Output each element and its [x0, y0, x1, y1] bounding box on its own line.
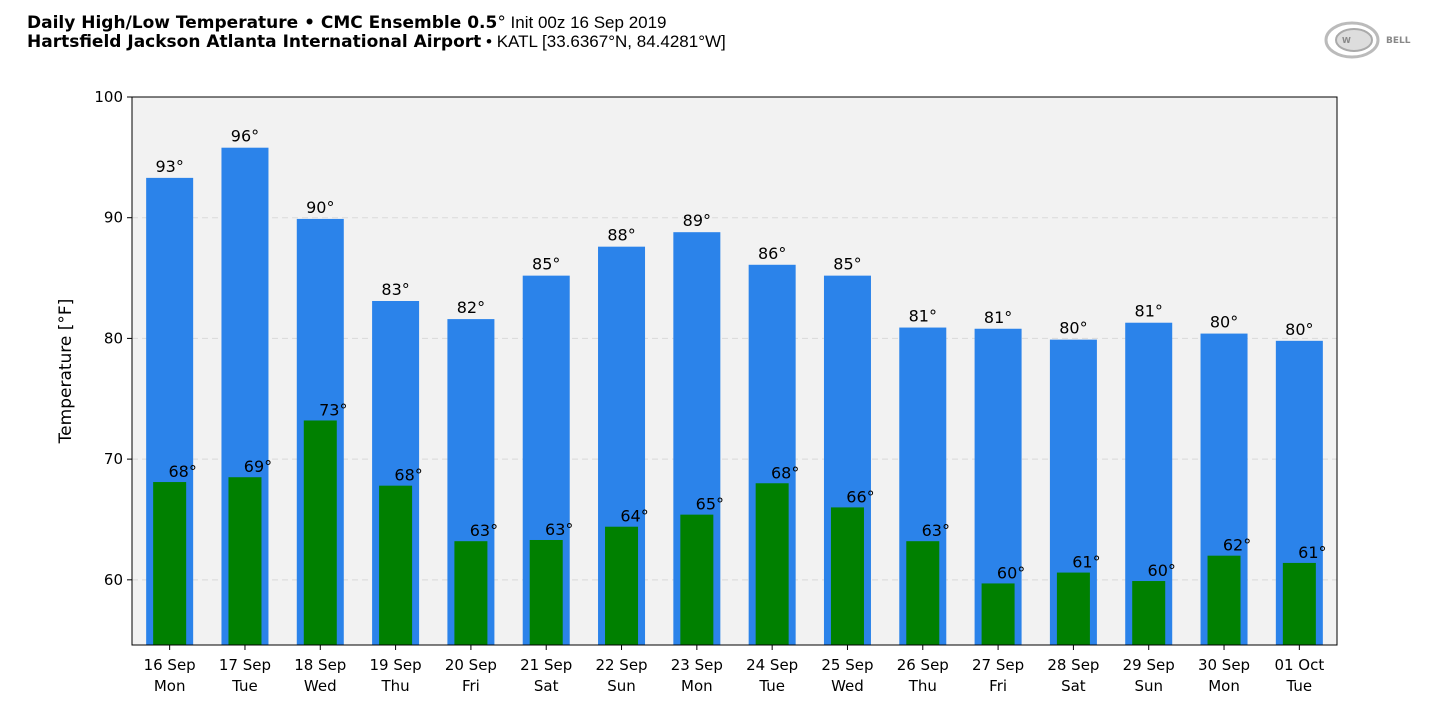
x-tick-date: 24 Sep: [746, 656, 798, 674]
chart-subtitle: Hartsfield Jackson Atlanta International…: [27, 32, 726, 52]
x-tick-day: Sun: [607, 677, 636, 695]
high-label: 80°: [1059, 319, 1087, 338]
low-label: 62°: [1223, 536, 1251, 555]
high-label: 89°: [683, 211, 711, 230]
low-bar: [153, 482, 187, 645]
x-tick-date: 20 Sep: [445, 656, 497, 674]
x-tick-date: 18 Sep: [294, 656, 346, 674]
x-tick-day: Tue: [231, 677, 258, 695]
high-label: 80°: [1210, 313, 1238, 332]
high-label: 81°: [909, 307, 937, 326]
low-bar: [680, 514, 714, 645]
high-label: 83°: [381, 280, 409, 299]
low-label: 69°: [244, 457, 272, 476]
y-tick-label: 60: [104, 571, 123, 589]
low-label: 64°: [620, 507, 648, 526]
x-tick-date: 27 Sep: [972, 656, 1024, 674]
x-tick-date: 01 Oct: [1274, 656, 1324, 674]
low-bar: [906, 541, 940, 645]
x-tick-day: Tue: [1286, 677, 1313, 695]
chart-title: Daily High/Low Temperature • CMC Ensembl…: [27, 13, 667, 33]
low-bar: [755, 483, 789, 645]
x-tick-date: 30 Sep: [1198, 656, 1250, 674]
low-label: 66°: [846, 487, 874, 506]
low-bar: [454, 541, 488, 645]
low-label: 61°: [1072, 553, 1100, 572]
low-bar: [1282, 562, 1316, 645]
high-label: 90°: [306, 198, 334, 217]
low-bar: [1207, 555, 1241, 645]
x-tick-date: 16 Sep: [144, 656, 196, 674]
low-label: 61°: [1298, 543, 1326, 562]
x-tick-day: Mon: [154, 677, 186, 695]
low-label: 68°: [168, 462, 196, 481]
low-bar: [529, 539, 563, 645]
low-label: 68°: [394, 466, 422, 485]
y-tick-label: 80: [104, 329, 123, 347]
x-tick-day: Thu: [381, 677, 410, 695]
low-bar: [605, 526, 639, 645]
high-label: 85°: [532, 255, 560, 274]
low-bar: [1056, 572, 1090, 645]
x-tick-day: Sun: [1134, 677, 1163, 695]
x-tick-date: 21 Sep: [520, 656, 572, 674]
x-tick-day: Wed: [304, 677, 337, 695]
x-tick-day: Fri: [462, 677, 480, 695]
low-label: 63°: [545, 520, 573, 539]
low-label: 65°: [696, 495, 724, 514]
low-label: 60°: [1148, 561, 1176, 580]
high-label: 81°: [984, 308, 1012, 327]
high-label: 82°: [457, 298, 485, 317]
plot-frame: [131, 96, 1338, 646]
low-bar: [303, 420, 337, 645]
x-tick-date: 26 Sep: [897, 656, 949, 674]
x-tick-day: Sat: [1061, 677, 1086, 695]
high-label: 96°: [231, 127, 259, 146]
x-tick-day: Mon: [1208, 677, 1240, 695]
high-label: 93°: [155, 157, 183, 176]
weatherbell-logo: W BELL: [1324, 21, 1411, 59]
low-label: 63°: [470, 521, 498, 540]
low-label: 60°: [997, 563, 1025, 582]
low-label: 63°: [922, 521, 950, 540]
x-tick-date: 29 Sep: [1123, 656, 1175, 674]
x-tick-day: Wed: [831, 677, 864, 695]
low-label: 73°: [319, 400, 347, 419]
x-tick-date: 22 Sep: [595, 656, 647, 674]
x-tick-date: 19 Sep: [370, 656, 422, 674]
low-bar: [981, 583, 1015, 645]
x-tick-day: Tue: [758, 677, 785, 695]
high-label: 86°: [758, 244, 786, 263]
svg-text:W: W: [1342, 36, 1351, 45]
y-tick-label: 100: [94, 88, 123, 106]
low-bar: [830, 507, 864, 645]
x-tick-date: 17 Sep: [219, 656, 271, 674]
high-label: 80°: [1285, 320, 1313, 339]
low-label: 68°: [771, 463, 799, 482]
low-bar: [228, 477, 262, 645]
high-label: 81°: [1135, 302, 1163, 321]
x-tick-date: 23 Sep: [671, 656, 723, 674]
low-bar: [379, 485, 413, 645]
x-tick-day: Sat: [534, 677, 559, 695]
x-tick-day: Fri: [989, 677, 1007, 695]
svg-text:BELL: BELL: [1386, 36, 1411, 46]
y-axis-label: Temperature [°F]: [56, 299, 76, 445]
x-tick-day: Thu: [908, 677, 937, 695]
x-tick-date: 25 Sep: [821, 656, 873, 674]
x-tick-date: 28 Sep: [1047, 656, 1099, 674]
y-tick-label: 70: [104, 450, 123, 468]
x-tick-day: Mon: [681, 677, 713, 695]
high-label: 85°: [833, 255, 861, 274]
high-label: 88°: [607, 226, 635, 245]
y-tick-label: 90: [104, 209, 123, 227]
low-bar: [1132, 581, 1166, 645]
